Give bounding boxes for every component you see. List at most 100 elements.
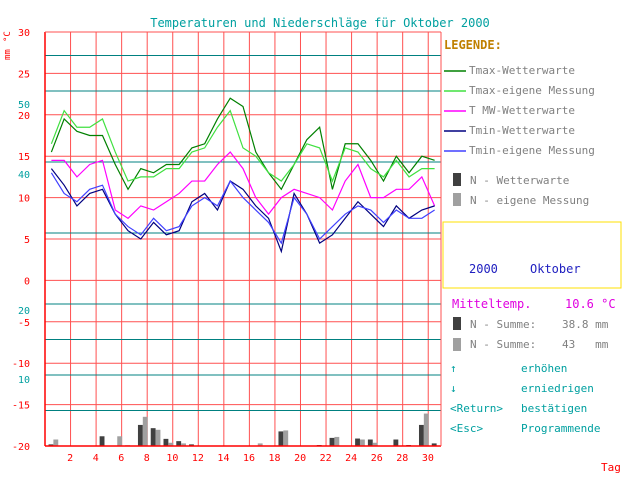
sum1-swatch — [453, 317, 461, 330]
legend-panel: LEGENDE: Tmax-Wetterwarte Tmax-eigene Mes… — [444, 38, 595, 207]
legend-bar-swatch — [453, 173, 461, 186]
x-axis-label: Tag — [601, 461, 621, 474]
control-key: ↑ — [450, 362, 457, 375]
x-tick-label: 6 — [118, 453, 124, 464]
y-tick-label-precip: 40 — [18, 170, 30, 181]
series-line — [50, 109, 435, 183]
control-key: <Esc> — [450, 422, 483, 435]
legend-item-label: T MW-Wetterwarte — [469, 104, 575, 117]
y-tick-label-precip: 20 — [18, 306, 30, 317]
legend-header: LEGENDE: — [444, 38, 502, 52]
chart-title: Temperaturen und Niederschläge für Oktob… — [150, 16, 490, 30]
x-tick-label: 26 — [371, 453, 383, 464]
precip-bar — [189, 444, 194, 446]
control-key: ↓ — [450, 382, 457, 395]
x-tick-label: 20 — [294, 453, 306, 464]
date-year: 2000 — [469, 262, 498, 276]
precip-bar — [48, 444, 54, 446]
x-tick-label: 12 — [192, 453, 204, 464]
precip-bar — [163, 438, 169, 446]
y-tick-label-temp: -10 — [12, 359, 30, 370]
control-action: erhöhen — [521, 362, 567, 375]
y-tick-label-temp: 30 — [18, 28, 30, 39]
precip-bar — [53, 439, 59, 446]
y-tick-label-temp: -20 — [12, 442, 30, 453]
series-line — [50, 97, 435, 191]
precip-bar — [278, 431, 284, 446]
mean-temp-label: Mitteltemp. — [452, 297, 531, 311]
x-tick-label: 4 — [93, 453, 99, 464]
control-action: Programmende — [521, 422, 600, 435]
precip-bar — [181, 443, 186, 446]
precip-bar — [329, 437, 335, 446]
control-key: <Return> — [450, 402, 503, 415]
control-action: erniedrigen — [521, 382, 594, 395]
sum1-value: 38.8 mm — [562, 318, 609, 331]
x-tick-label: 14 — [217, 453, 229, 464]
precip-bar — [355, 438, 360, 446]
precip-bar — [257, 443, 263, 446]
y-tick-label-temp: 0 — [24, 276, 30, 287]
date-box — [442, 221, 622, 289]
y-tick-label-temp: 5 — [24, 235, 30, 246]
legend-item-label: N - Wetterwarte — [470, 174, 569, 187]
y-tick-label-temp: 25 — [18, 69, 30, 80]
y-tick-label-temp: 15 — [18, 152, 30, 163]
precip-bar — [168, 442, 174, 446]
x-tick-label: 10 — [166, 453, 178, 464]
legend-item-label: Tmax-eigene Messung — [469, 84, 595, 97]
x-tick-label: 22 — [320, 453, 332, 464]
x-tick-label: 28 — [396, 453, 408, 464]
legend-item-label: Tmin-eigene Messung — [469, 144, 595, 157]
precip-bar — [150, 428, 156, 446]
mean-temp-value: 10.6 °C — [565, 297, 616, 311]
precip-bar — [431, 443, 437, 446]
y-tick-label-temp: -5 — [18, 318, 30, 329]
y-tick-label-precip: 10 — [18, 375, 30, 386]
temp-lines — [50, 97, 436, 254]
chart-grid — [44, 31, 441, 447]
precip-bar — [367, 439, 373, 446]
y-tick-label-temp: 10 — [18, 194, 30, 205]
y-tick-label-temp: -15 — [12, 401, 30, 412]
x-tick-label: 24 — [345, 453, 357, 464]
precip-bar — [393, 439, 399, 446]
precip-bar — [334, 436, 340, 446]
y-tick-label-precip: 50 — [18, 100, 30, 111]
precip-bar — [155, 429, 161, 446]
legend-item-label: Tmin-Wetterwarte — [469, 124, 575, 137]
sum1-label: N - Summe: — [470, 318, 536, 331]
precip-bar — [359, 439, 365, 446]
legend-item-label: N - eigene Messung — [470, 194, 589, 207]
x-tick-label: 16 — [243, 453, 255, 464]
precip-bar — [137, 424, 143, 446]
legend-bar-swatch — [453, 193, 461, 206]
y-tick-label-temp: 20 — [18, 111, 30, 122]
sum2-swatch — [453, 338, 461, 351]
x-tick-label: 18 — [269, 453, 281, 464]
x-tick-label: 2 — [67, 453, 73, 464]
precip-bar — [117, 436, 123, 446]
precip-bar — [372, 442, 378, 446]
axis-unit-temp: °C — [3, 31, 13, 42]
legend-item-label: Tmax-Wetterwarte — [469, 64, 575, 77]
control-action: bestätigen — [521, 402, 587, 415]
precip-bar — [142, 416, 148, 446]
precip-bar — [176, 441, 182, 446]
axis-unit-precip: mm — [3, 49, 13, 60]
series-line — [51, 151, 436, 220]
precip-bar — [418, 424, 424, 446]
x-tick-label: 8 — [144, 453, 150, 464]
series-line — [50, 172, 435, 245]
sum2-value: 43 mm — [562, 338, 609, 351]
precip-bar — [99, 436, 105, 446]
controls-panel: ↑ erhöhen ↓ erniedrigen <Return> bestätigen <E… — [450, 362, 600, 435]
precip-bar — [283, 430, 289, 446]
precip-bars — [48, 413, 437, 446]
sum2-label: N - Summe: — [470, 338, 536, 351]
precip-bar — [423, 413, 429, 446]
date-month: Oktober — [530, 262, 581, 276]
x-tick-label: 30 — [422, 453, 434, 464]
